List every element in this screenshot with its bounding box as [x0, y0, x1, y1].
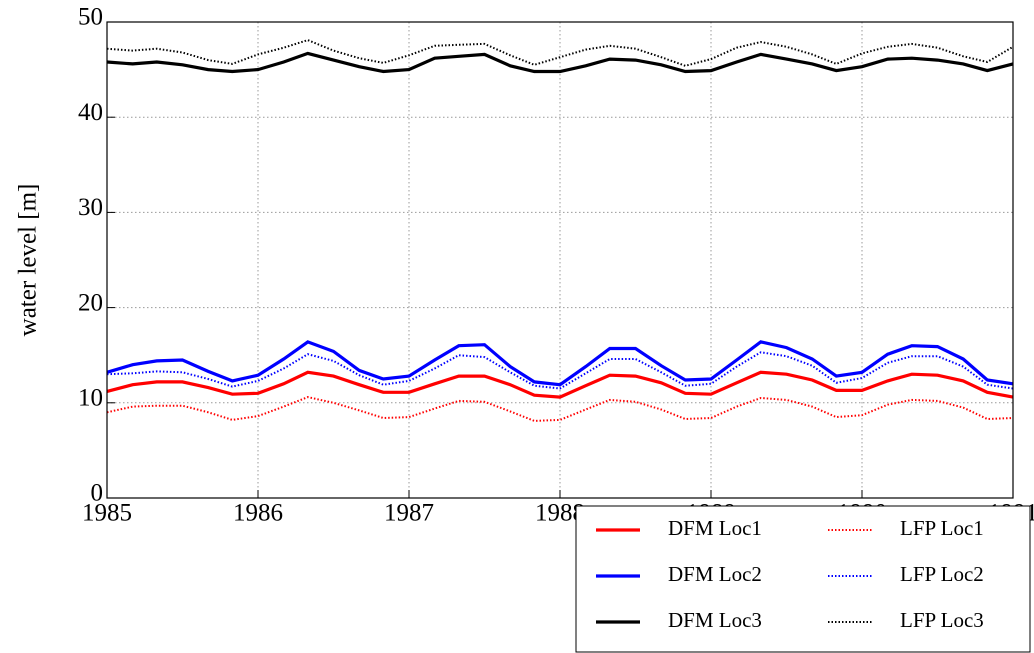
legend-label: LFP Loc3	[900, 608, 984, 632]
legend-label: DFM Loc2	[668, 562, 762, 586]
y-tick-label: 20	[78, 289, 103, 316]
series-line	[106, 39, 1014, 67]
y-tick-label: 30	[78, 194, 103, 221]
legend-label: LFP Loc1	[900, 516, 984, 540]
series-line	[106, 396, 1014, 422]
legend-box	[575, 505, 1031, 653]
x-tick-label: 1986	[233, 500, 283, 527]
series-line	[106, 370, 1014, 399]
x-tick-label: 1985	[82, 500, 132, 527]
y-tick-label: 50	[78, 4, 103, 31]
x-tick-label: 1987	[384, 500, 434, 527]
y-tick-label: 40	[78, 99, 103, 126]
series-line	[106, 51, 1014, 74]
legend-label: DFM Loc3	[668, 608, 762, 632]
series-line	[106, 351, 1014, 390]
y-axis-label: water level [m]	[15, 184, 42, 337]
y-tick-label: 0	[91, 480, 104, 507]
y-tick-label: 10	[78, 385, 103, 412]
plot-frame	[106, 21, 1014, 499]
series-line	[106, 340, 1014, 387]
legend-label: DFM Loc1	[668, 516, 762, 540]
legend-label: LFP Loc2	[900, 562, 984, 586]
